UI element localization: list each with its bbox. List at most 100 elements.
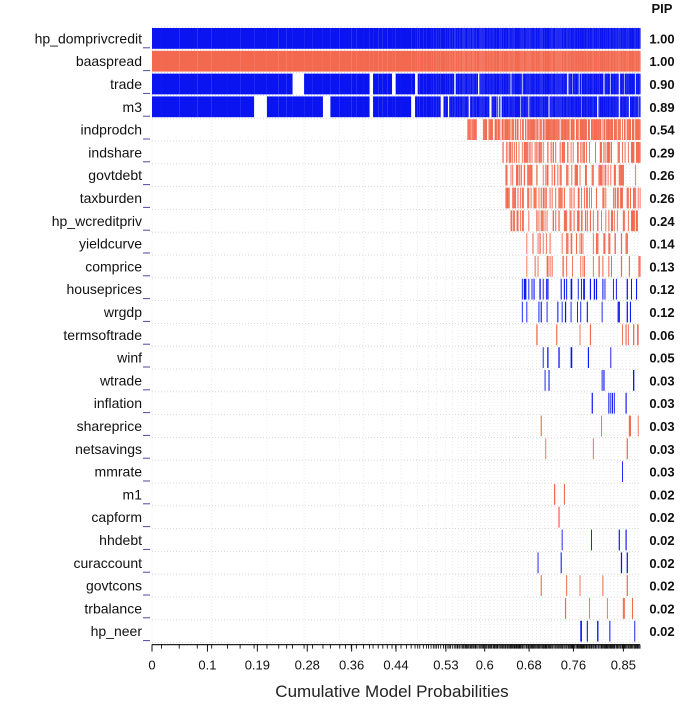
model-cell bbox=[571, 73, 573, 95]
model-cell bbox=[580, 73, 582, 95]
model-cell bbox=[536, 324, 538, 346]
model-cell bbox=[540, 187, 542, 209]
model-cell bbox=[582, 119, 584, 140]
model-cell bbox=[610, 119, 612, 140]
model-cell bbox=[555, 187, 557, 209]
cells-m1 bbox=[553, 484, 565, 505]
model-cell bbox=[625, 324, 627, 346]
model-cell bbox=[559, 73, 561, 95]
model-cell bbox=[406, 28, 412, 49]
model-cell bbox=[639, 73, 641, 95]
model-cell bbox=[573, 50, 575, 72]
model-cell bbox=[611, 73, 612, 95]
model-cell bbox=[513, 28, 515, 49]
model-cell bbox=[602, 256, 604, 277]
model-cell bbox=[536, 73, 538, 95]
model-cell bbox=[637, 28, 638, 49]
model-cell bbox=[579, 233, 581, 254]
model-cell bbox=[612, 50, 614, 72]
model-cell bbox=[620, 256, 623, 277]
model-cell bbox=[513, 187, 515, 209]
model-cell bbox=[552, 210, 554, 232]
model-cell bbox=[465, 96, 467, 118]
model-cell bbox=[423, 96, 427, 118]
model-cell bbox=[450, 50, 453, 72]
model-cell bbox=[601, 96, 603, 118]
model-cell bbox=[517, 96, 519, 118]
model-cell bbox=[468, 119, 470, 140]
model-cell bbox=[197, 73, 212, 95]
model-cell bbox=[528, 50, 530, 72]
model-cell bbox=[584, 210, 587, 232]
model-cell bbox=[486, 96, 488, 118]
model-cell bbox=[312, 50, 323, 72]
model-cell bbox=[530, 96, 532, 118]
model-cell bbox=[292, 96, 305, 118]
model-cell bbox=[545, 50, 547, 72]
pip-value: 0.26 bbox=[649, 191, 674, 206]
model-cell bbox=[606, 50, 608, 72]
cells-taxburden bbox=[505, 187, 641, 209]
model-cell bbox=[609, 73, 611, 95]
model-cell bbox=[539, 28, 541, 49]
model-cell bbox=[525, 28, 527, 49]
model-cell bbox=[638, 28, 640, 49]
model-cell bbox=[471, 28, 473, 49]
model-cell bbox=[634, 620, 636, 642]
model-cell bbox=[535, 28, 537, 49]
cells-baaspread bbox=[152, 50, 641, 72]
model-cell bbox=[578, 210, 580, 232]
model-cell bbox=[607, 73, 609, 95]
model-cell bbox=[637, 50, 638, 72]
model-cell bbox=[510, 142, 512, 163]
cells-netsavings bbox=[545, 438, 628, 460]
variable-label: comprice bbox=[85, 258, 142, 274]
model-cell bbox=[278, 73, 287, 95]
model-cell bbox=[495, 96, 497, 118]
model-cell bbox=[536, 119, 538, 140]
model-cell bbox=[601, 73, 603, 95]
model-cell bbox=[620, 50, 623, 72]
model-cell bbox=[598, 28, 600, 49]
model-cell bbox=[591, 96, 592, 118]
model-cell bbox=[486, 50, 488, 72]
model-cell bbox=[417, 50, 420, 72]
model-cell bbox=[604, 233, 606, 254]
model-cell bbox=[634, 96, 636, 118]
model-cell bbox=[480, 50, 482, 72]
model-cell bbox=[537, 552, 539, 574]
model-cell bbox=[588, 142, 590, 163]
model-cell bbox=[527, 50, 529, 72]
model-cell bbox=[531, 73, 533, 95]
model-cell bbox=[551, 73, 553, 95]
model-cell bbox=[454, 50, 456, 72]
model-cell bbox=[545, 438, 547, 460]
model-cell bbox=[577, 210, 579, 232]
model-cell bbox=[473, 28, 475, 49]
model-cell bbox=[373, 28, 379, 49]
model-cell bbox=[470, 96, 472, 118]
model-cell bbox=[556, 119, 558, 140]
model-cell bbox=[562, 142, 564, 163]
model-cell bbox=[543, 73, 545, 95]
model-cell bbox=[605, 28, 607, 49]
model-cell bbox=[521, 28, 523, 49]
model-cell bbox=[529, 28, 531, 49]
model-cell bbox=[411, 50, 416, 72]
model-cell bbox=[547, 164, 549, 186]
model-cell bbox=[395, 96, 401, 118]
model-cell bbox=[551, 50, 553, 72]
model-cell bbox=[514, 28, 517, 49]
model-cell bbox=[580, 256, 582, 277]
model-cell bbox=[542, 96, 544, 118]
model-cell bbox=[624, 142, 626, 163]
model-cell bbox=[586, 96, 588, 118]
model-cell bbox=[550, 119, 552, 140]
model-cell bbox=[510, 164, 512, 186]
model-cell bbox=[555, 96, 557, 118]
model-cell bbox=[611, 96, 613, 118]
model-cell bbox=[531, 119, 533, 140]
model-cell bbox=[570, 119, 572, 140]
model-cell bbox=[572, 96, 574, 118]
model-cell bbox=[541, 50, 543, 72]
